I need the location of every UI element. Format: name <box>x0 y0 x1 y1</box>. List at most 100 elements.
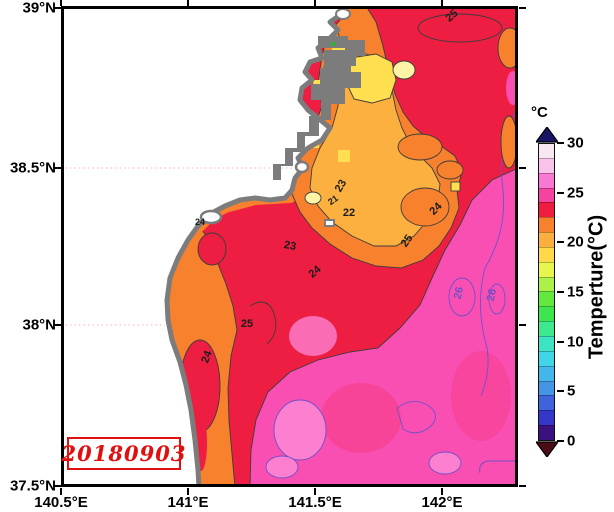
colorbar-tick <box>557 440 564 442</box>
soft-warm-patch <box>289 316 337 356</box>
contour-label-25: 25 <box>240 318 254 330</box>
colorbar-segment <box>539 261 554 277</box>
soft-warm-patch <box>321 383 401 453</box>
orange-cell <box>500 115 518 169</box>
island <box>335 8 351 20</box>
y-axis-label: 39°N <box>22 0 56 17</box>
date-stamp: 20180903 <box>61 441 187 466</box>
colorbar-arrow-down <box>536 441 558 457</box>
colorbar-segment <box>539 365 554 381</box>
colorbar-tick-label: 0 <box>567 432 576 450</box>
coastline <box>164 6 348 487</box>
colorbar-segment <box>539 144 554 158</box>
y-axis-tick <box>519 485 526 487</box>
colorbar-segment <box>539 276 554 292</box>
x-axis-label: 140.5°E <box>34 494 88 511</box>
colorbar-segment <box>539 172 554 188</box>
colorbar-arrow-up <box>536 127 558 143</box>
x-axis-tick <box>441 488 443 495</box>
contour-26-cell <box>428 451 462 475</box>
contour-26-cell <box>273 399 327 461</box>
colorbar-tick-label: 25 <box>567 184 584 202</box>
contour-26-line <box>488 283 506 315</box>
orange-cell <box>436 160 464 180</box>
colorbar-segment <box>539 157 554 173</box>
colorbar-bar <box>538 143 555 441</box>
colorbar-segment <box>539 321 554 336</box>
colorbar-segment <box>539 335 554 351</box>
gray-coast-cells <box>320 68 344 86</box>
colorbar-tick <box>557 241 564 244</box>
y-axis-tick <box>519 324 526 326</box>
island <box>199 209 223 225</box>
x-axis-tick <box>441 0 443 6</box>
contour-25-line <box>249 301 277 345</box>
contour-label-26: 26 <box>451 285 467 301</box>
sst-map <box>61 6 518 487</box>
y-axis-label: 38°N <box>22 316 56 334</box>
colorbar-segment <box>539 202 554 218</box>
colorbar-tick <box>557 291 564 293</box>
colorbar-segment <box>539 217 554 233</box>
map-frame <box>61 6 518 487</box>
contour-label-23: 23 <box>282 239 298 253</box>
yellow-cell <box>338 150 350 162</box>
colorbar-tick-label: 5 <box>567 382 576 400</box>
colorbar-tick <box>557 191 564 194</box>
y-axis-tick <box>54 324 61 326</box>
colorbar-tick-label: 30 <box>567 134 584 152</box>
y-axis-tick <box>54 7 61 9</box>
contour-26-line <box>480 105 518 397</box>
contour-26-line <box>479 460 518 474</box>
colorbar-segment <box>539 246 554 262</box>
colorbar-tick <box>557 390 564 393</box>
y-axis-label: 38.5°N <box>9 159 56 177</box>
pink-streak <box>504 191 518 235</box>
y-axis-tick <box>519 167 526 169</box>
colorbar-segment <box>539 187 554 203</box>
date-stamp-box: 20180903 <box>62 437 185 470</box>
y-axis-label: 37.5°N <box>9 477 56 495</box>
y-axis-tick <box>54 167 61 169</box>
x-axis-tick <box>60 488 62 495</box>
x-axis-tick <box>314 488 316 495</box>
contour-26-cell <box>265 455 299 479</box>
colorbar-segment <box>539 232 554 247</box>
x-axis-label: 141°E <box>167 494 209 511</box>
pale-yellow-patch <box>304 191 322 205</box>
colorbar-tick-label: 15 <box>567 283 584 301</box>
pale-yellow-patch <box>392 60 416 80</box>
colorbar-segment <box>539 380 554 396</box>
orange-cell <box>400 187 450 227</box>
colorbar-axis-label: Temperture(°C) <box>585 214 608 360</box>
x-axis-tick <box>314 0 316 6</box>
y-axis-tick <box>54 485 61 487</box>
contour-26-line <box>448 277 476 317</box>
orange-cell <box>397 133 443 161</box>
contour-25-line <box>417 13 503 43</box>
x-axis-label: 142°E <box>421 494 463 511</box>
contour-26-line <box>396 401 436 434</box>
x-axis-tick <box>187 0 189 6</box>
gray-coast-cells <box>324 50 356 66</box>
colorbar-title: °C <box>531 104 548 121</box>
land <box>61 6 345 487</box>
colorbar-segment <box>539 425 554 440</box>
contour-label-26: 26 <box>484 287 500 303</box>
x-axis-tick <box>187 488 189 495</box>
colorbar-tick-label: 10 <box>567 333 584 351</box>
island <box>324 219 335 227</box>
contour-label-24: 24 <box>194 217 206 227</box>
y-axis-tick <box>519 7 526 9</box>
green-data-cell <box>331 42 335 46</box>
colorbar-segment <box>539 395 554 411</box>
colorbar-segment <box>539 291 554 307</box>
contour-label-22: 22 <box>342 207 356 219</box>
x-axis-tick <box>60 0 62 6</box>
orange-cell <box>497 27 518 69</box>
colorbar-tick-label: 20 <box>567 233 584 251</box>
colorbar-tick <box>557 142 564 144</box>
yellow-cell <box>450 181 461 192</box>
colorbar-segment <box>539 410 554 426</box>
